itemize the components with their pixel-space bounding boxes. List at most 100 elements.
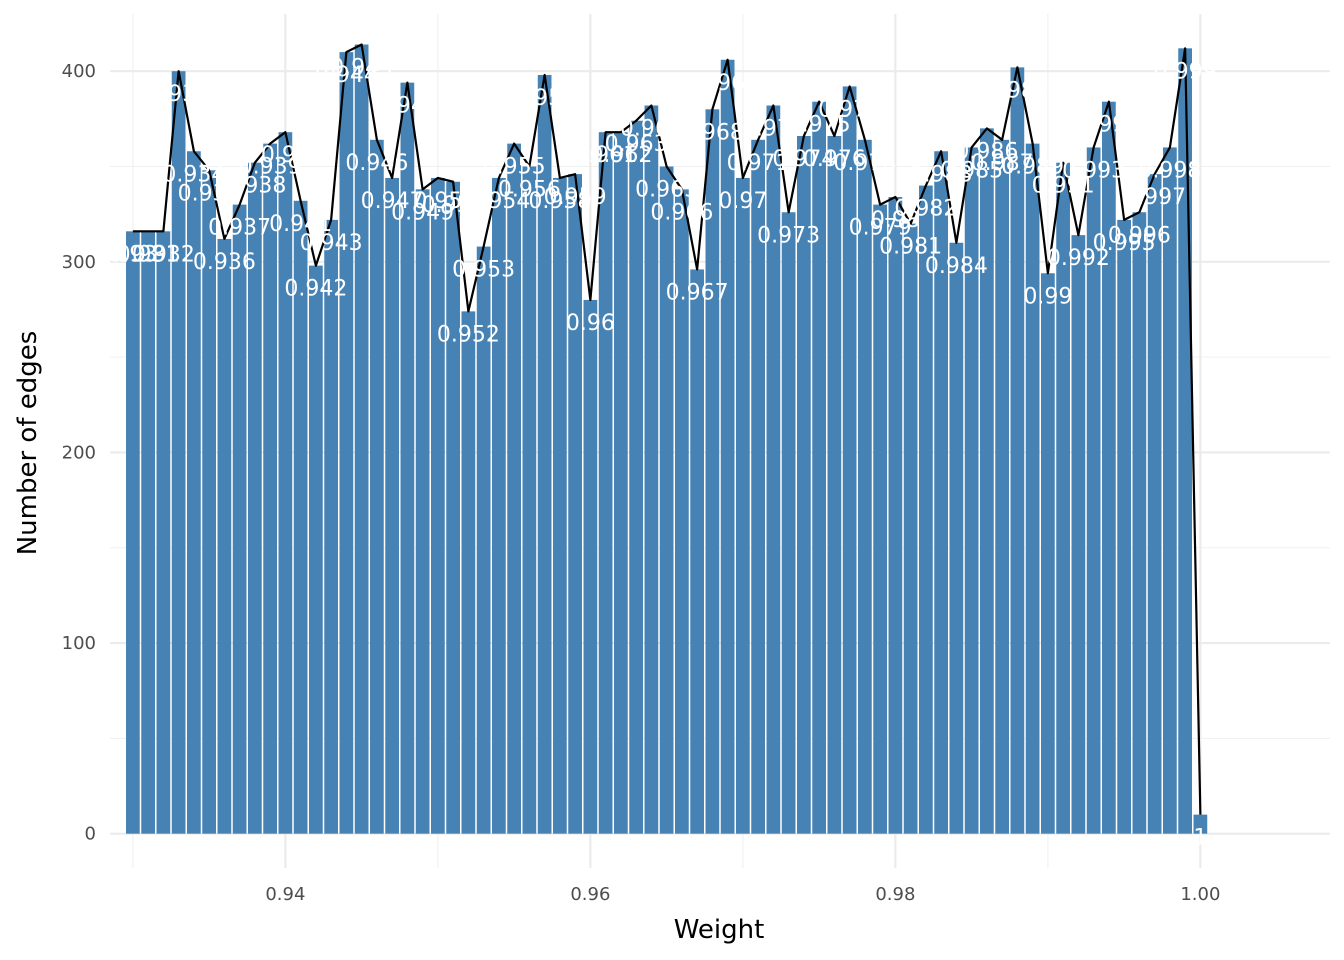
bar-label: 0.935 xyxy=(178,181,241,206)
bar xyxy=(980,128,994,834)
bar-label: 0.971 xyxy=(727,151,790,176)
bar-label: 0.968 xyxy=(681,120,744,145)
bar-label: 0.993 xyxy=(1062,158,1125,183)
bar xyxy=(1056,162,1070,834)
bar-label: 0.958 xyxy=(528,189,591,214)
bar-labels: 0.930.9310.9320.9330.9340.9350.9360.9370… xyxy=(108,56,1216,851)
y-tick-label: 400 xyxy=(62,61,96,82)
bar xyxy=(934,151,948,834)
bar-label: 0.943 xyxy=(300,231,363,256)
bar xyxy=(629,120,643,834)
bar-label: 0.966 xyxy=(650,200,713,225)
bar xyxy=(690,269,704,834)
bar xyxy=(141,231,155,834)
bar xyxy=(431,177,445,834)
bar-label: 0.985 xyxy=(940,158,1003,183)
bar-label: 0.975 xyxy=(788,113,851,138)
bar xyxy=(644,105,659,834)
bar-label: 0.948 xyxy=(376,94,439,119)
bar xyxy=(1193,814,1208,834)
bar-label: 0.997 xyxy=(1123,185,1186,210)
bar-label: 0.94 xyxy=(261,143,310,168)
bar xyxy=(583,299,598,834)
bar-label: 0.977 xyxy=(818,97,881,122)
x-tick-label: 0.96 xyxy=(570,884,610,905)
bar-label: 0.972 xyxy=(742,117,805,142)
bar xyxy=(1010,67,1025,834)
bar-label: 0.945 xyxy=(330,56,393,81)
bar xyxy=(995,139,1009,834)
y-tick-label: 0 xyxy=(85,824,96,845)
bar-label: 0.99 xyxy=(1023,284,1072,309)
bar-label: 0.939 xyxy=(239,155,302,180)
bar xyxy=(888,197,903,834)
bar xyxy=(720,59,735,834)
bar-label: 0.969 xyxy=(696,71,759,96)
y-tick-label: 100 xyxy=(62,633,96,654)
bar xyxy=(324,219,338,834)
bar-label: 0.95 xyxy=(413,189,462,214)
bar-label: 0.956 xyxy=(498,178,561,203)
bar-label: 0.93 xyxy=(108,242,157,267)
bar xyxy=(278,132,293,834)
bar xyxy=(309,265,323,834)
bar xyxy=(492,177,506,834)
bar xyxy=(217,238,232,834)
bar xyxy=(187,151,201,834)
bar xyxy=(1025,143,1040,834)
bar-label: 0.964 xyxy=(620,117,683,142)
bar-label: 0.949 xyxy=(391,200,454,225)
bar-label: 0.974 xyxy=(772,147,835,172)
bar-label: 0.973 xyxy=(757,223,820,248)
bar-label: 0.952 xyxy=(437,322,500,347)
bar xyxy=(385,177,399,834)
bar-label: 0.955 xyxy=(483,155,546,180)
bar-label: 0.963 xyxy=(605,132,668,157)
bar-label: 0.942 xyxy=(284,277,347,302)
bar xyxy=(553,177,567,834)
bar-label: 0.991 xyxy=(1032,174,1095,199)
bar xyxy=(370,139,384,834)
bar xyxy=(232,204,247,834)
bar-label: 0.953 xyxy=(452,258,515,283)
bar xyxy=(903,223,918,834)
bar-label: 0.994 xyxy=(1077,113,1140,138)
bar xyxy=(858,139,872,834)
bar-label: 0.936 xyxy=(193,250,256,275)
bar xyxy=(614,132,628,834)
bar-label: 0.98 xyxy=(871,208,920,233)
bar xyxy=(263,143,277,834)
bar xyxy=(1147,174,1162,834)
bar xyxy=(766,105,781,834)
y-axis-ticks: 0 100 200 300 400 xyxy=(62,61,96,845)
bar xyxy=(812,101,826,834)
bars xyxy=(126,44,1208,834)
x-tick-label: 0.94 xyxy=(265,884,305,905)
bar-label: 0.965 xyxy=(635,178,698,203)
trend-line xyxy=(132,43,1202,815)
bar-label: 0.933 xyxy=(147,82,210,107)
bar xyxy=(781,212,796,834)
bar-label: 0.999 xyxy=(1154,59,1217,84)
bar xyxy=(446,181,460,834)
x-tick-label: 0.98 xyxy=(875,884,915,905)
bar-label: 0.967 xyxy=(666,280,729,305)
y-tick-label: 200 xyxy=(62,442,96,463)
bar xyxy=(842,86,857,834)
bar-label: 0.941 xyxy=(269,212,332,237)
bar xyxy=(705,109,720,834)
bar-label: 0.934 xyxy=(162,162,225,187)
bar xyxy=(202,170,216,834)
bar xyxy=(1132,212,1147,834)
bar xyxy=(1163,147,1177,834)
bar-label: 1 xyxy=(1193,826,1207,851)
bar xyxy=(400,82,415,834)
bar xyxy=(1086,147,1101,834)
bar-label: 0.962 xyxy=(589,143,652,168)
bar xyxy=(293,200,308,834)
bar-label: 0.957 xyxy=(513,86,576,111)
bar-label: 0.954 xyxy=(467,189,530,214)
bar-label: 0.998 xyxy=(1138,158,1201,183)
bar xyxy=(598,132,613,834)
